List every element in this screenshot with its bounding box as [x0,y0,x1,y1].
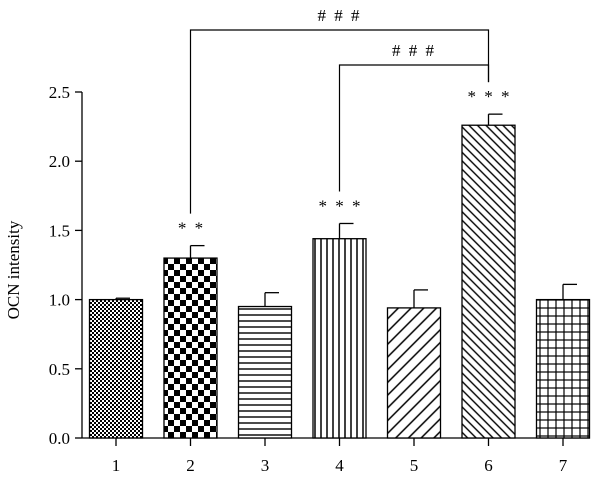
comparison-label-2-6: # # # [318,6,362,25]
significance-label-6: * * * [468,87,512,106]
bar-7 [535,298,591,439]
y-tick-label: 2.5 [49,83,70,102]
bar-5 [386,307,442,439]
x-tick-label: 5 [410,456,419,475]
y-tick-label: 1.5 [49,221,70,240]
x-tick-label: 2 [186,456,195,475]
y-tick-label: 0.0 [49,429,70,448]
comparison-label-4-6: # # # [392,41,436,60]
x-tick-label: 3 [261,456,270,475]
y-tick-label: 1.0 [49,291,70,310]
y-tick-label: 0.5 [49,360,70,379]
bar-4 [312,238,367,439]
x-tick-label: 7 [559,456,568,475]
y-axis-title: OCN intensity [4,220,23,319]
bar-1 [88,298,144,439]
bar-3 [237,305,293,439]
plot-area: 0.0 0.5 1.0 1.5 2.0 2.5 1 2 * * 3 4 * * * 5 6 * * * 7 # … [49,6,591,475]
x-tick-label: 1 [112,456,121,475]
bar-2 [163,257,218,439]
x-tick-label: 6 [484,456,493,475]
significance-label-4: * * * [319,196,363,215]
comparison-bracket-2-6 [189,29,490,214]
y-tick-label: 2.0 [49,152,70,171]
x-tick-label: 4 [335,456,344,475]
comparison-bracket-4-6 [338,64,490,192]
significance-label-2: * * [178,219,205,238]
bar-6 [461,124,516,439]
